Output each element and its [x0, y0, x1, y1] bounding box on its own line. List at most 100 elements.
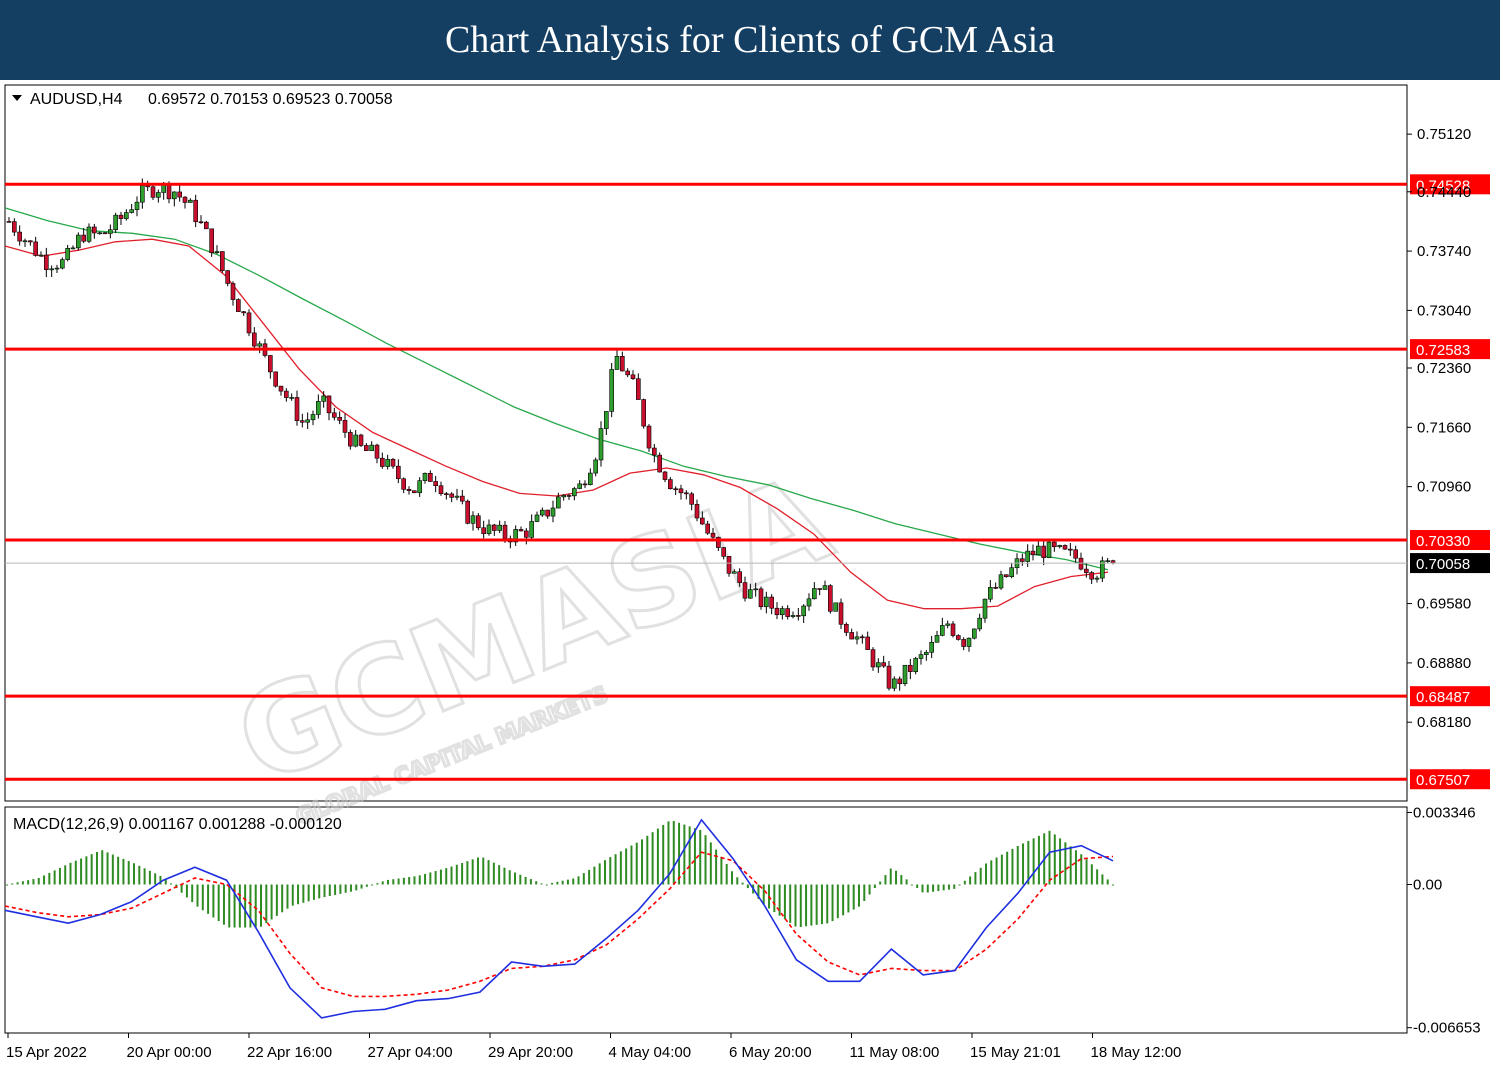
candle-bullish [854, 636, 860, 640]
candle-bearish [716, 536, 721, 548]
candle-bullish [614, 356, 620, 370]
candle-bullish [1094, 577, 1100, 580]
candle-bullish [257, 343, 262, 347]
macd-axis-label: -0.006653 [1413, 1020, 1481, 1037]
candle-bearish [870, 649, 876, 668]
candle-bearish [1004, 574, 1009, 578]
candle-bullish [470, 515, 476, 524]
candle-bearish [1078, 557, 1084, 570]
candle-bullish [214, 251, 220, 254]
candle-bullish [561, 495, 566, 498]
candle-bullish [929, 642, 934, 653]
candle-bullish [76, 234, 81, 249]
candle-bearish [118, 214, 124, 219]
candle-bearish [44, 254, 49, 270]
candle-bearish [273, 371, 278, 387]
candle-bearish [758, 588, 764, 608]
macd-main-line [4, 818, 1114, 1019]
price-axis-label: 0.75120 [1417, 126, 1471, 143]
symbol-dropdown-icon[interactable] [12, 95, 22, 101]
candle-bearish [828, 585, 833, 612]
candle-bearish [620, 356, 625, 372]
candle-bullish [172, 191, 177, 200]
candle-bearish [710, 532, 716, 538]
candle-bullish [977, 617, 982, 630]
candle-bearish [993, 587, 998, 589]
candle-bearish [1062, 545, 1068, 550]
candle-bearish [625, 370, 630, 376]
candle-bearish [252, 332, 257, 347]
candle-bullish [748, 589, 753, 599]
candle-bullish [966, 637, 972, 647]
candle-bullish [124, 212, 129, 219]
time-axis-label: 11 May 08:00 [850, 1044, 940, 1061]
candle-bullish [988, 587, 993, 600]
candle-bullish [790, 615, 796, 617]
candle-bearish [657, 454, 662, 473]
time-axis-label: 20 Apr 00:00 [127, 1044, 212, 1061]
candle-bearish [1068, 548, 1073, 551]
candle-bullish [540, 509, 545, 516]
candle-bullish [321, 395, 326, 402]
candle-bearish [268, 355, 273, 373]
time-axis-label: 18 May 12:00 [1091, 1044, 1182, 1061]
candle-bearish [246, 312, 252, 334]
candle-bearish [225, 270, 230, 284]
candle-bearish [209, 228, 214, 254]
candle-bullish [534, 514, 540, 522]
candle-bearish [652, 447, 657, 456]
level-tag [1410, 686, 1490, 707]
candle-bearish [689, 493, 694, 505]
candle-bullish [1046, 541, 1052, 558]
candle-bearish [364, 445, 369, 452]
candle-bearish [390, 459, 396, 467]
candle-bearish [1020, 558, 1025, 562]
chart-banner-title: Chart Analysis for Clients of GCM Asia [0, 0, 1500, 80]
candle-bullish [593, 459, 598, 474]
candle-bullish [1057, 545, 1062, 548]
candle-bullish [305, 419, 310, 423]
candle-bearish [33, 241, 38, 256]
candle-bearish [198, 221, 204, 224]
candle-bearish [438, 485, 444, 494]
time-axis-label: 15 Apr 2022 [6, 1044, 87, 1061]
candle-bearish [294, 397, 300, 421]
candle-bearish [284, 390, 289, 398]
candle-bearish [636, 378, 641, 400]
macd-axis-label: 0.003346 [1413, 804, 1476, 821]
candle-bearish [17, 231, 22, 242]
candle-bearish [502, 524, 508, 539]
candle-bearish [700, 517, 705, 525]
slow-moving-average-line [4, 207, 1109, 571]
candle-bearish [908, 664, 913, 672]
candle-bearish [881, 662, 886, 667]
candle-bullish [513, 529, 518, 543]
candle-bearish [961, 639, 966, 647]
candle-bullish [940, 625, 945, 636]
candle-bullish [140, 185, 145, 203]
candle-bearish [465, 500, 470, 524]
candle-bullish [417, 480, 422, 494]
candle-bullish [49, 268, 54, 271]
time-axis-label: 22 Apr 16:00 [247, 1044, 332, 1061]
macd-signal-line [4, 851, 1114, 998]
candle-bearish [662, 471, 668, 480]
candle-bearish [396, 465, 401, 480]
candle-bearish [668, 479, 673, 490]
candle-bearish [492, 524, 497, 531]
time-axis-label: 27 Apr 04:00 [368, 1044, 453, 1061]
candle-bearish [817, 588, 822, 590]
candle-bullish [833, 602, 838, 612]
chart-canvas: GCMASIA GLOBAL CAPITAL MARKETS 0.745280.… [4, 84, 1490, 1061]
candle-bearish [433, 481, 438, 487]
candle-bearish [785, 608, 790, 617]
price-axis-label: 0.72360 [1417, 360, 1471, 377]
candle-bearish [337, 417, 342, 421]
candle-bullish [134, 201, 140, 210]
candle-bullish [934, 635, 940, 643]
candle-bullish [577, 483, 582, 489]
candle-bearish [694, 503, 700, 519]
candle-bearish [348, 432, 353, 447]
price-axis-label: 0.74440 [1417, 184, 1471, 201]
candle-bearish [684, 492, 689, 495]
